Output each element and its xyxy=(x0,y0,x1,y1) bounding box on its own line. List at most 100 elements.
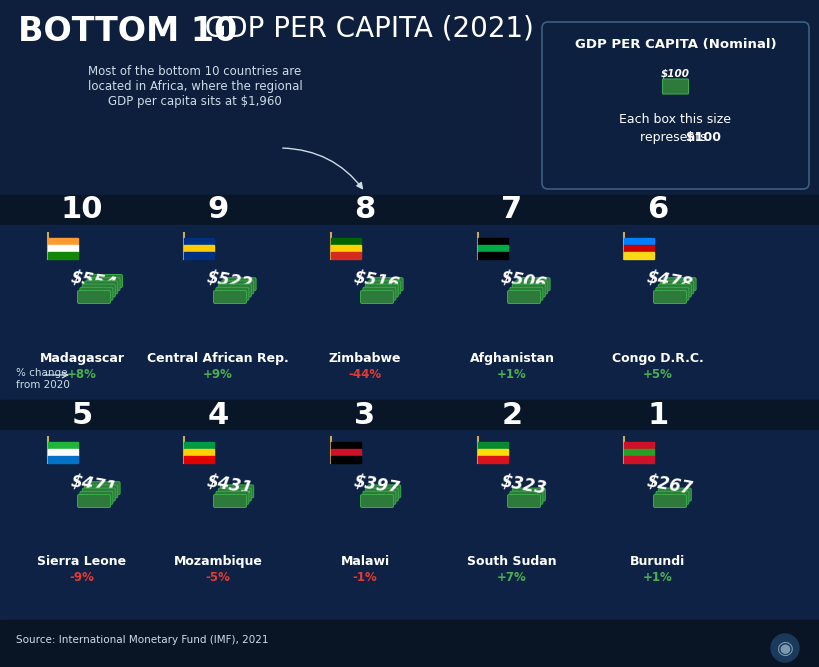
Text: $554: $554 xyxy=(70,268,118,293)
Bar xyxy=(623,442,654,449)
Text: $506: $506 xyxy=(499,268,548,293)
Bar xyxy=(477,442,508,449)
FancyBboxPatch shape xyxy=(84,281,118,294)
Text: Zimbabwe: Zimbabwe xyxy=(328,352,400,365)
FancyBboxPatch shape xyxy=(82,284,115,297)
Text: -1%: -1% xyxy=(352,571,377,584)
Bar xyxy=(48,238,78,245)
FancyBboxPatch shape xyxy=(658,284,690,297)
Text: +1%: +1% xyxy=(642,571,672,584)
Text: 10: 10 xyxy=(61,195,103,225)
Text: $478: $478 xyxy=(645,268,694,293)
FancyBboxPatch shape xyxy=(367,281,400,294)
FancyBboxPatch shape xyxy=(87,482,120,495)
Text: $471: $471 xyxy=(70,472,118,498)
Bar xyxy=(623,238,654,245)
Text: 8: 8 xyxy=(354,195,375,225)
FancyBboxPatch shape xyxy=(509,492,542,504)
Text: +9%: +9% xyxy=(203,368,233,381)
Bar xyxy=(623,456,654,463)
Text: +1%: +1% xyxy=(496,368,527,381)
Bar xyxy=(331,442,360,449)
FancyBboxPatch shape xyxy=(215,287,249,300)
Bar xyxy=(623,245,654,252)
Bar xyxy=(331,245,360,252)
FancyBboxPatch shape xyxy=(658,488,690,501)
FancyBboxPatch shape xyxy=(364,284,398,297)
Text: Burundi: Burundi xyxy=(630,555,685,568)
FancyBboxPatch shape xyxy=(541,22,808,189)
FancyBboxPatch shape xyxy=(517,277,550,291)
FancyBboxPatch shape xyxy=(215,492,249,504)
FancyBboxPatch shape xyxy=(213,494,247,508)
Text: represents: represents xyxy=(640,131,710,144)
Bar xyxy=(477,245,508,252)
FancyBboxPatch shape xyxy=(367,485,400,498)
Bar xyxy=(48,245,78,252)
FancyBboxPatch shape xyxy=(514,281,547,294)
FancyBboxPatch shape xyxy=(220,281,253,294)
Text: +8%: +8% xyxy=(67,368,97,381)
Text: 2: 2 xyxy=(501,400,522,430)
Text: Mozambique: Mozambique xyxy=(174,555,262,568)
FancyBboxPatch shape xyxy=(655,492,688,504)
Text: Most of the bottom 10 countries are
located in Africa, where the regional
GDP pe: Most of the bottom 10 countries are loca… xyxy=(88,65,302,108)
Text: -44%: -44% xyxy=(348,368,381,381)
Bar xyxy=(183,449,214,456)
FancyBboxPatch shape xyxy=(218,488,251,501)
Text: 5: 5 xyxy=(71,400,93,430)
Bar xyxy=(331,252,360,259)
FancyBboxPatch shape xyxy=(509,287,542,300)
Bar xyxy=(183,252,214,259)
Text: $431: $431 xyxy=(206,472,254,498)
Bar xyxy=(331,449,360,456)
FancyBboxPatch shape xyxy=(363,287,396,300)
Text: $522: $522 xyxy=(206,268,254,293)
Bar xyxy=(477,238,508,245)
Circle shape xyxy=(770,634,798,662)
Text: $267: $267 xyxy=(645,472,694,498)
Text: 9: 9 xyxy=(207,195,229,225)
Bar xyxy=(0,430,819,620)
FancyBboxPatch shape xyxy=(78,494,111,508)
FancyBboxPatch shape xyxy=(218,284,251,297)
Bar xyxy=(0,225,819,400)
Text: -9%: -9% xyxy=(70,571,94,584)
Bar xyxy=(183,456,214,463)
FancyBboxPatch shape xyxy=(660,281,693,294)
Bar xyxy=(0,0,819,195)
FancyBboxPatch shape xyxy=(360,494,393,508)
Text: Congo D.R.C.: Congo D.R.C. xyxy=(611,352,703,365)
Text: ◉: ◉ xyxy=(776,638,793,658)
Text: -5%: -5% xyxy=(206,571,230,584)
FancyBboxPatch shape xyxy=(79,287,113,300)
Text: $323: $323 xyxy=(499,472,548,498)
Text: BOTTOM 10: BOTTOM 10 xyxy=(18,15,237,48)
Bar xyxy=(0,400,819,430)
Bar xyxy=(48,442,78,449)
FancyBboxPatch shape xyxy=(79,492,113,504)
FancyBboxPatch shape xyxy=(82,488,115,501)
Text: GDP PER CAPITA (Nominal): GDP PER CAPITA (Nominal) xyxy=(574,38,776,51)
FancyBboxPatch shape xyxy=(89,275,122,287)
Text: % change
from 2020: % change from 2020 xyxy=(16,368,70,390)
Bar xyxy=(0,620,819,667)
FancyBboxPatch shape xyxy=(364,488,398,501)
Text: Each box this size: Each box this size xyxy=(618,113,731,126)
FancyBboxPatch shape xyxy=(213,291,247,303)
Text: 3: 3 xyxy=(354,400,375,430)
Text: South Sudan: South Sudan xyxy=(467,555,556,568)
FancyBboxPatch shape xyxy=(653,291,686,303)
FancyBboxPatch shape xyxy=(655,287,688,300)
FancyBboxPatch shape xyxy=(360,291,393,303)
Bar xyxy=(48,449,78,456)
Text: Source: International Monetary Fund (IMF), 2021: Source: International Monetary Fund (IMF… xyxy=(16,635,268,645)
Text: 7: 7 xyxy=(501,195,522,225)
FancyArrowPatch shape xyxy=(283,148,362,189)
FancyBboxPatch shape xyxy=(507,291,540,303)
Text: 4: 4 xyxy=(207,400,229,430)
Bar xyxy=(48,252,78,259)
Text: Malawi: Malawi xyxy=(340,555,389,568)
Bar xyxy=(477,449,508,456)
FancyBboxPatch shape xyxy=(663,277,695,291)
